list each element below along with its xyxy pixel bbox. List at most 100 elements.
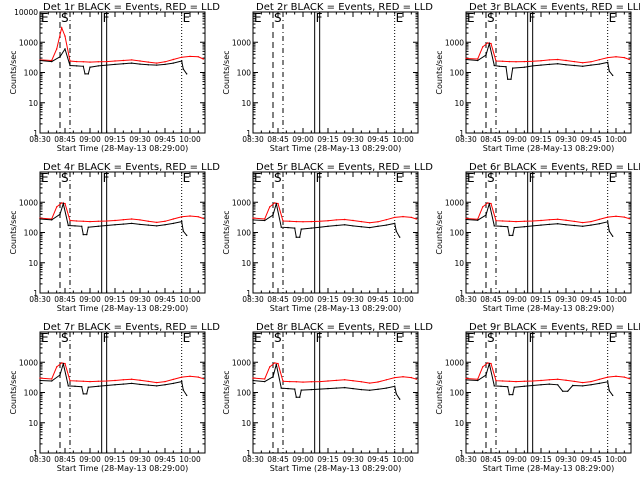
events-series-point <box>172 62 174 64</box>
events-series-point <box>369 226 371 229</box>
events-series-point <box>310 388 312 391</box>
y-tick-label: 10 <box>28 419 38 428</box>
events-series-point <box>156 385 158 387</box>
lld-series-point <box>181 376 183 378</box>
events-series-point <box>51 60 53 63</box>
events-series-point <box>186 234 188 237</box>
lld-series-point <box>310 220 312 223</box>
panel-title: Det 4r BLACK = Events, RED = LLD <box>43 162 220 173</box>
x-tick-label: 10:00 <box>392 295 414 304</box>
events-series-point <box>465 379 467 381</box>
y-tick-label: 100 <box>24 389 39 398</box>
lld-series-point <box>565 59 567 62</box>
x-tick-label: 10:00 <box>392 455 414 464</box>
x-tick-label: 10:00 <box>605 455 627 464</box>
events-series-point <box>607 221 609 223</box>
lld-series-point <box>122 59 125 62</box>
events-series-point <box>394 222 396 225</box>
marker-label: E <box>41 171 49 185</box>
lld-series-point <box>532 60 534 62</box>
events-series-point <box>84 73 86 75</box>
plot-frame <box>465 171 632 294</box>
lld-series-point <box>189 55 191 58</box>
lld-series-point <box>402 215 404 218</box>
events-series-point <box>508 393 510 396</box>
events-series-point <box>181 380 183 383</box>
events-series-point <box>186 73 188 75</box>
events-series-point <box>498 65 500 68</box>
events-series-point <box>608 70 610 72</box>
x-tick-label: 08:30 <box>29 455 51 464</box>
events-series-point <box>287 387 289 390</box>
lld-series-point <box>277 362 279 365</box>
x-tick-label: 09:30 <box>342 455 364 464</box>
events-series-point <box>532 225 534 227</box>
marker-label: E <box>609 11 617 25</box>
lld-series-point <box>590 380 592 383</box>
x-tick-label: 08:45 <box>267 295 289 304</box>
panel-title: Det 5r BLACK = Events, RED = LLD <box>256 162 433 173</box>
lld-series-point <box>502 220 504 222</box>
panel-title: Det 1r BLACK = Events, RED = LLD <box>43 2 220 13</box>
events-series-point <box>369 389 371 391</box>
y-tick-label: 10000 <box>14 8 38 17</box>
marker-label: S <box>487 331 495 345</box>
y-tick-label: 10 <box>454 419 464 428</box>
events-series-point <box>299 396 301 398</box>
events-series <box>39 201 188 236</box>
events-series-point <box>562 390 564 392</box>
events-series-point <box>139 383 141 386</box>
events-series-point <box>612 235 614 237</box>
marker-label: E <box>254 11 262 25</box>
events-series-point <box>608 230 610 232</box>
events-series-point <box>122 223 125 225</box>
events-series-point <box>352 225 354 227</box>
lld-series <box>39 26 204 64</box>
lld-series-point <box>369 222 371 224</box>
lld-series-point <box>181 216 183 218</box>
marker-label: E <box>609 331 617 345</box>
events-series-point <box>182 389 184 391</box>
x-tick-label: 09:45 <box>154 455 176 464</box>
events-series-point <box>295 236 297 238</box>
lld-series-point <box>164 380 166 383</box>
x-tick-label: 09:45 <box>367 135 389 144</box>
lld-series-point <box>352 219 354 222</box>
lld-series-point <box>131 59 133 61</box>
lld-series-point <box>394 216 396 219</box>
events-series-point <box>465 218 467 221</box>
lld-series-point <box>623 376 625 378</box>
x-axis-label: Start Time (28-May-13 08:29:00) <box>57 304 188 313</box>
events-series-point <box>573 64 575 67</box>
events-series-point <box>59 56 61 58</box>
x-tick-label: 09:15 <box>104 455 126 464</box>
marker-label: S <box>274 331 282 345</box>
lld-series-point <box>106 60 108 63</box>
events-series-point <box>164 384 166 386</box>
x-tick-label: 09:15 <box>317 295 339 304</box>
events-series-point <box>280 387 282 389</box>
events-series-point <box>540 64 542 66</box>
events-series-point <box>540 384 542 386</box>
events-series-point <box>598 63 600 65</box>
lld-series-point <box>532 220 534 222</box>
lld-series-point <box>360 220 362 223</box>
events-series-point <box>523 226 525 228</box>
x-tick-label: 09:00 <box>79 135 101 144</box>
lld-series-point <box>164 61 166 63</box>
events-series-point <box>164 224 166 226</box>
events-series-point <box>264 380 266 383</box>
events-series-point <box>252 219 254 221</box>
lld-series-point <box>189 215 191 217</box>
plot-frame <box>39 331 206 454</box>
events-series-point <box>139 63 141 65</box>
x-tick-label: 09:15 <box>104 135 126 144</box>
events-series-point <box>512 67 514 69</box>
events-series-point <box>69 64 71 67</box>
panel-7: Det 7r BLACK = Events, RED = LLD 1 10 100 10… <box>9 322 220 473</box>
events-series-point <box>607 61 609 64</box>
lld-series-point <box>607 56 609 59</box>
x-tick-label: 09:15 <box>317 135 339 144</box>
events-series-point <box>488 42 490 45</box>
x-tick-label: 09:30 <box>342 295 364 304</box>
